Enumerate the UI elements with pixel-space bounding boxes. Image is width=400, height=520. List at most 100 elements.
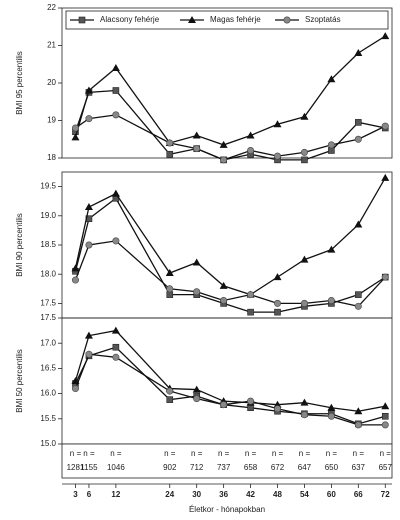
marker-circle — [220, 296, 228, 304]
marker-square — [166, 396, 174, 403]
marker-triangle — [71, 133, 80, 141]
y-axis-label: BMI 50 percentilis — [15, 349, 24, 413]
x-tick-label: 3 — [73, 490, 78, 499]
marker-circle — [166, 139, 174, 147]
n-label: n = — [299, 449, 311, 458]
x-tick-label: 66 — [354, 490, 363, 499]
y-tick-label: 16.0 — [40, 389, 56, 398]
marker-triangle — [84, 203, 93, 211]
marker-circle — [247, 291, 255, 299]
marker-square — [166, 150, 174, 158]
marker-square — [355, 291, 362, 298]
marker-circle — [300, 148, 308, 156]
series-line — [74, 197, 386, 313]
y-tick-label: 20 — [47, 78, 56, 87]
n-value: 902 — [163, 463, 177, 472]
x-tick-label: 72 — [381, 490, 390, 499]
marker-circle — [166, 387, 174, 395]
marker-square — [301, 156, 308, 164]
n-label: n = — [380, 449, 392, 458]
x-tick-label: 60 — [327, 490, 336, 499]
plot-frame — [61, 317, 393, 445]
marker-circle — [85, 241, 93, 249]
marker-triangle — [71, 264, 80, 272]
marker-circle — [274, 152, 282, 160]
n-value: 658 — [244, 463, 258, 472]
x-tick-label: 36 — [219, 490, 228, 499]
n-value: 637 — [352, 463, 366, 472]
marker-circle — [71, 276, 79, 284]
marker-triangle — [246, 131, 255, 139]
y-tick-label: 19 — [47, 116, 56, 125]
marker-circle — [300, 299, 308, 307]
marker-circle — [112, 353, 120, 361]
n-value: 1155 — [80, 463, 98, 472]
series-line — [74, 89, 386, 161]
y-tick-label: 16.5 — [40, 364, 56, 373]
marker-circle — [327, 141, 335, 149]
y-tick-label: 15.5 — [40, 414, 56, 423]
marker-square — [112, 343, 120, 351]
marker-circle — [327, 296, 335, 304]
marker-circle — [247, 397, 255, 405]
y-tick-label: 17.5 — [40, 299, 56, 308]
n-label: n = — [353, 449, 365, 458]
marker-circle — [300, 411, 308, 419]
marker-triangle — [111, 64, 120, 71]
marker-circle — [112, 111, 120, 119]
marker-triangle — [273, 120, 282, 128]
n-value: 672 — [271, 463, 285, 472]
x-axis-label: Életkor - hónapokban — [189, 505, 265, 514]
marker-square — [112, 87, 120, 94]
marker-circle — [247, 147, 255, 155]
marker-triangle — [354, 49, 363, 56]
marker-square — [328, 147, 335, 154]
series-line — [74, 353, 386, 426]
legend-label: Alacsony fehérje — [100, 15, 160, 24]
y-tick-label: 21 — [47, 41, 56, 50]
marker-circle — [274, 405, 282, 413]
marker-triangle — [84, 331, 93, 339]
marker-square — [355, 119, 362, 126]
n-label: n = — [83, 449, 95, 458]
n-label: n = — [191, 449, 203, 458]
marker-triangle — [219, 140, 228, 148]
marker-circle — [274, 299, 282, 307]
y-axis-label: BMI 90 percentilis — [15, 213, 24, 277]
marker-triangle — [192, 258, 201, 266]
plot-frame — [61, 7, 393, 159]
marker-triangle — [354, 220, 363, 228]
marker-square — [166, 291, 174, 298]
n-label: n = — [245, 449, 257, 458]
n-label: n = — [326, 449, 338, 458]
n-label: n = — [70, 449, 82, 458]
x-tick-label: 24 — [165, 490, 174, 499]
marker-triangle — [165, 269, 174, 277]
x-tick-label: 54 — [300, 490, 309, 499]
n-value: 657 — [379, 463, 393, 472]
series-line — [74, 346, 386, 425]
legend-label: Szoptatás — [305, 15, 341, 24]
marker-circle — [71, 124, 79, 132]
marker-triangle — [192, 385, 201, 393]
marker-circle — [85, 350, 93, 358]
marker-circle — [85, 115, 93, 123]
plot-frame — [61, 171, 393, 319]
n-value: 1281 — [67, 463, 85, 472]
n-label: n = — [218, 449, 230, 458]
marker-triangle — [381, 173, 390, 181]
marker-triangle — [327, 245, 336, 253]
marker-circle — [354, 302, 362, 310]
marker-circle — [71, 385, 79, 393]
marker-circle — [381, 421, 389, 429]
marker-triangle — [381, 402, 390, 410]
y-tick-label: 22 — [47, 3, 56, 12]
marker-square — [381, 412, 389, 420]
marker-triangle — [219, 281, 228, 289]
y-tick-label: 19.0 — [40, 211, 56, 220]
n-value: 712 — [190, 463, 204, 472]
n-value: 737 — [217, 463, 231, 472]
n-value: 650 — [325, 463, 339, 472]
marker-square — [78, 16, 86, 24]
